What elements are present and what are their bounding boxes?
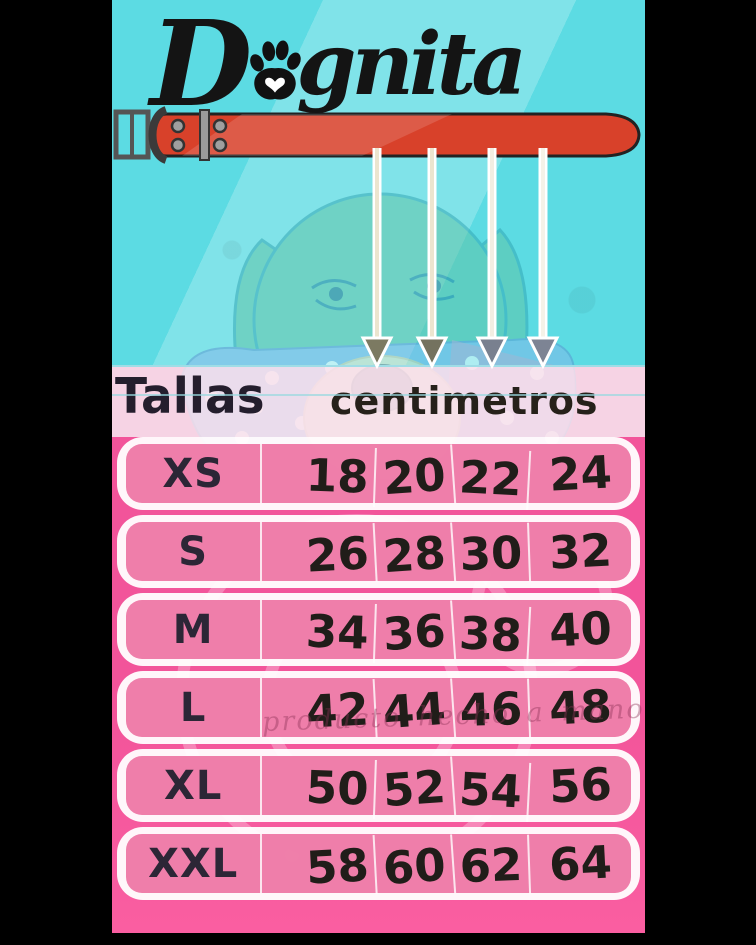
size-value: 34	[261, 600, 377, 663]
brand-name-rest: gnita	[296, 14, 527, 115]
size-value: 52	[374, 756, 457, 821]
size-value: 54	[452, 759, 532, 822]
size-label: L	[126, 678, 263, 737]
size-value: 32	[547, 523, 614, 580]
size-table: XS 18 20 22 24 S 26 28 30 32 M	[117, 437, 640, 900]
down-arrow-icon	[526, 148, 560, 370]
size-value: 62	[453, 834, 532, 897]
size-label: S	[126, 522, 263, 581]
table-header: Tallas centimetros	[112, 365, 645, 437]
dog-collar-illustration	[113, 106, 641, 164]
table-row: S 26 28 30 32	[117, 515, 640, 588]
poster-content: Tallas centimetros XS 18 20 22 24 S 26 2…	[112, 0, 645, 933]
size-value: 58	[261, 835, 378, 900]
size-value: 50	[261, 756, 377, 819]
size-value: 20	[374, 444, 457, 509]
size-label: XL	[126, 756, 263, 815]
units-column-header: centimetros	[330, 379, 599, 423]
size-value: 38	[452, 603, 532, 666]
size-value: 30	[453, 522, 532, 585]
down-arrow-icon	[475, 148, 509, 370]
size-value: 60	[374, 834, 457, 899]
size-value: 26	[261, 523, 378, 588]
brand-initial: D	[150, 0, 253, 133]
size-value: 22	[452, 447, 532, 510]
table-row: M 34 36 38 40	[117, 593, 640, 666]
table-row: XXL 58 60 62 64	[117, 827, 640, 900]
size-label: XS	[126, 444, 263, 503]
size-label: M	[126, 600, 263, 659]
paw-print-icon	[250, 40, 302, 100]
size-label: XXL	[126, 834, 263, 893]
table-row: XS 18 20 22 24	[117, 437, 640, 510]
sizes-column-header: Tallas	[115, 367, 265, 426]
down-arrow-icon	[415, 148, 449, 370]
size-value: 64	[547, 835, 614, 892]
size-value: 18	[261, 444, 377, 507]
size-value: 36	[374, 600, 457, 665]
size-value: 28	[374, 522, 457, 587]
size-value: 56	[547, 757, 614, 814]
brand-logo: D gnita	[150, 0, 527, 133]
size-value: 24	[547, 445, 614, 502]
table-row: L 42 44 46 48	[117, 671, 640, 744]
down-arrow-icon	[360, 148, 394, 370]
size-value: 40	[547, 601, 614, 658]
table-row: XL 50 52 54 56	[117, 749, 640, 822]
